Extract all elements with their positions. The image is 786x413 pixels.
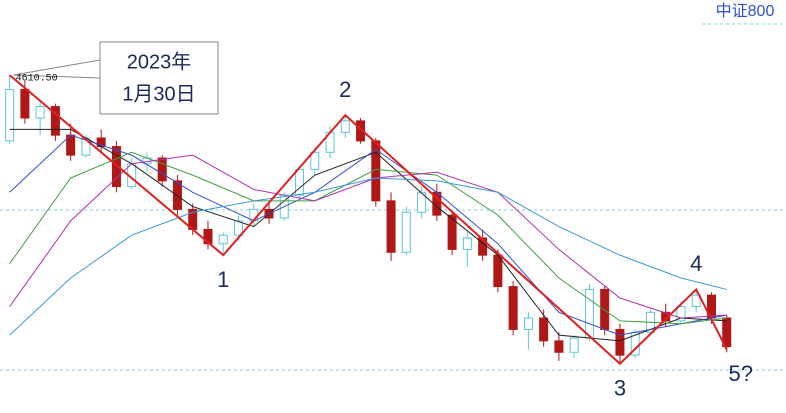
wave-line <box>8 74 728 366</box>
candle-body <box>600 288 610 330</box>
candle-body <box>340 120 350 133</box>
chart-title: 中证800 <box>716 2 775 20</box>
candle-body <box>554 340 564 353</box>
candle-body <box>523 317 533 330</box>
candle-body <box>447 214 457 250</box>
peak-label: 4610.50 <box>16 74 58 85</box>
candle-body <box>615 328 625 356</box>
candle-body <box>356 120 366 142</box>
callout-text: 2023年 <box>127 50 192 73</box>
candle-body <box>233 220 243 236</box>
moving-average <box>9 177 727 336</box>
callout-box <box>99 41 219 115</box>
candle-body <box>5 88 15 142</box>
wave-label: 2 <box>339 77 351 102</box>
candle-body <box>295 168 305 196</box>
candle-body <box>569 337 579 353</box>
candle-body <box>20 88 30 119</box>
candle-body <box>676 306 686 322</box>
candle-body <box>386 200 396 253</box>
candle-body <box>172 180 182 210</box>
candle-body <box>203 228 213 245</box>
candle-body <box>310 151 320 170</box>
wave-label: 5? <box>729 361 753 386</box>
wave-label: 1 <box>217 267 229 292</box>
candle-body <box>111 146 121 188</box>
moving-average <box>9 151 727 325</box>
wave-label: 4 <box>690 251 702 276</box>
candle-body <box>417 191 427 213</box>
callout-text: 1月30日 <box>122 83 195 105</box>
candle-body <box>50 106 60 136</box>
candle-body <box>493 254 503 288</box>
candle-body <box>584 288 594 339</box>
candle-body <box>508 286 518 330</box>
moving-average <box>9 134 727 336</box>
wave-label: 3 <box>614 376 626 401</box>
candle-body <box>691 294 701 308</box>
candle-body <box>157 157 167 182</box>
candle-body <box>401 211 411 253</box>
candle-body <box>35 106 45 119</box>
candle-body <box>371 140 381 202</box>
candle-body <box>539 317 549 342</box>
candle-body <box>462 237 472 250</box>
candle-body <box>218 234 228 245</box>
